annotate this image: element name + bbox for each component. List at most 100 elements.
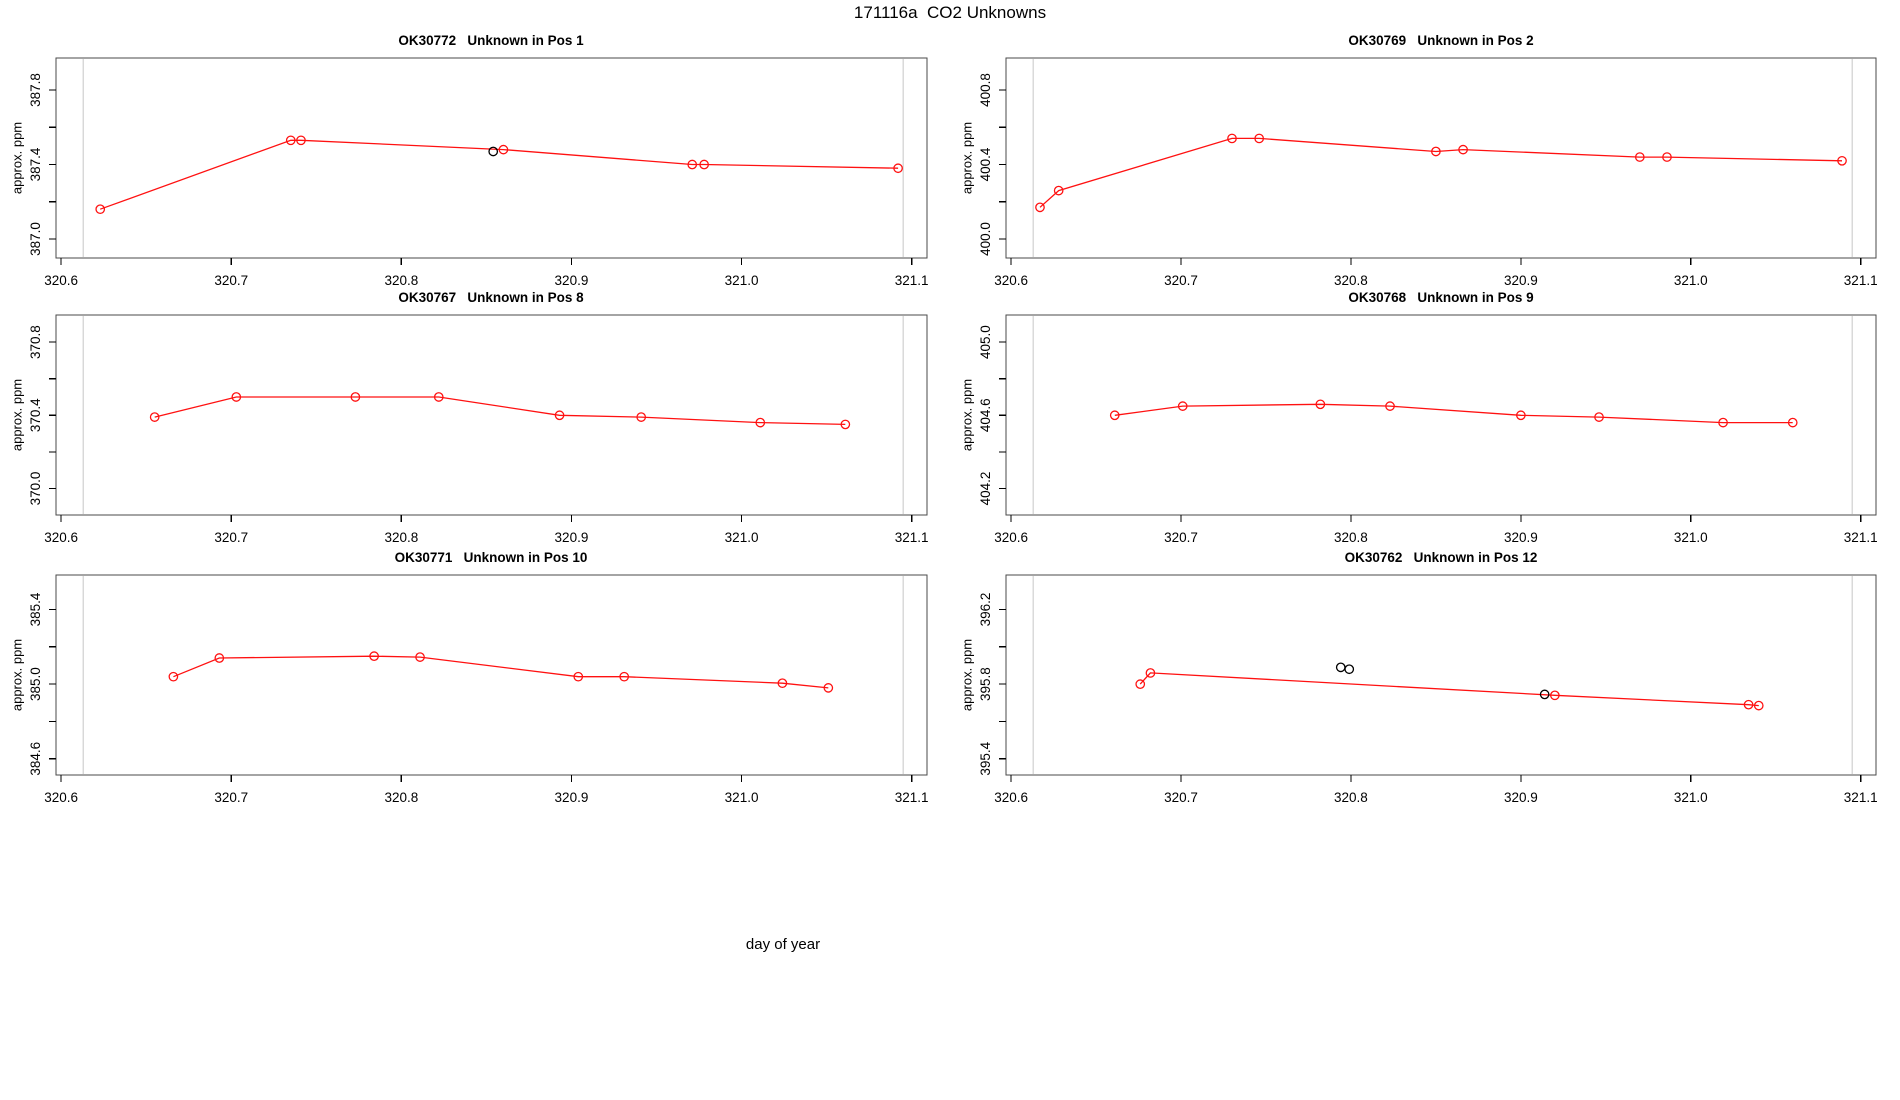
flagged-data-point	[1344, 664, 1355, 675]
data-point	[619, 671, 630, 682]
y-tick-label: 400.4	[978, 147, 993, 181]
data-point	[168, 671, 179, 682]
data-point	[1743, 699, 1754, 710]
series-line	[1139, 672, 1759, 707]
y-tick-label: 405.0	[978, 325, 993, 359]
flagged-data-point	[488, 146, 499, 157]
x-tick-label: 321.0	[1674, 790, 1708, 805]
data-point	[755, 417, 766, 428]
panel-title-pos12: OK30762 Unknown in Pos 12	[1344, 550, 1538, 565]
y-axis-label: approx. ppm	[9, 378, 25, 452]
data-point	[636, 412, 647, 422]
data-point	[1035, 202, 1045, 213]
data-point	[350, 392, 361, 402]
y-tick-label: 400.8	[978, 73, 993, 107]
data-point	[1594, 412, 1604, 422]
data-point	[1385, 401, 1395, 411]
panel-title-pos8: OK30767 Unknown in Pos 8	[398, 290, 584, 305]
x-tick-label: 320.8	[384, 530, 418, 545]
series-line	[99, 139, 899, 210]
y-axis-label: approx. ppm	[959, 638, 975, 712]
data-point	[1053, 185, 1064, 196]
data-point	[1718, 417, 1728, 428]
data-point	[823, 683, 834, 693]
data-point	[285, 135, 296, 146]
data-point	[433, 392, 444, 402]
x-tick-label: 320.7	[214, 530, 248, 545]
x-tick-label: 321.0	[1674, 530, 1708, 545]
x-tick-label: 321.1	[895, 530, 929, 545]
data-point	[1431, 146, 1441, 157]
x-tick-label: 320.6	[994, 273, 1028, 288]
y-tick-label: 385.0	[28, 667, 43, 701]
y-axis-label: approx. ppm	[9, 121, 25, 195]
data-point	[1145, 668, 1156, 678]
x-tick-label: 320.8	[384, 790, 418, 805]
y-tick-label: 385.4	[28, 592, 43, 626]
plot-box	[55, 57, 928, 259]
page-title: 171116a CO2 Unknowns	[853, 3, 1047, 22]
y-tick-label: 370.8	[28, 325, 43, 359]
y-axis-label: approx. ppm	[959, 121, 975, 195]
data-point	[1787, 417, 1798, 428]
y-tick-label: 370.4	[28, 398, 43, 432]
data-point	[1458, 144, 1468, 155]
series-line	[154, 396, 846, 426]
y-tick-label: 395.4	[978, 741, 993, 775]
y-tick-label: 395.8	[978, 667, 993, 701]
data-point	[1227, 133, 1237, 144]
x-tick-label: 320.7	[1164, 790, 1198, 805]
data-point	[149, 412, 160, 422]
data-point	[1662, 152, 1672, 162]
y-tick-label: 396.2	[978, 593, 993, 627]
flagged-data-point	[1539, 689, 1550, 700]
data-point	[214, 653, 225, 663]
x-tick-label: 321.0	[725, 790, 759, 805]
panel-title-pos9: OK30768 Unknown in Pos 9	[1348, 290, 1534, 305]
x-tick-label: 320.7	[214, 273, 248, 288]
x-tick-label: 320.8	[384, 273, 418, 288]
x-tick-label: 320.6	[44, 530, 78, 545]
data-point	[1837, 155, 1847, 166]
data-point	[1135, 679, 1146, 689]
data-point	[231, 392, 242, 402]
x-tick-label: 320.7	[1164, 273, 1198, 288]
y-tick-label: 404.6	[978, 398, 993, 432]
data-point	[699, 159, 709, 170]
data-point	[498, 144, 509, 155]
x-tick-label: 320.9	[555, 530, 589, 545]
y-axis-label: approx. ppm	[9, 638, 25, 712]
x-axis-label: day of year	[745, 936, 821, 953]
data-point	[893, 163, 903, 174]
x-tick-label: 320.7	[214, 790, 248, 805]
plot-box	[1005, 314, 1877, 516]
x-tick-label: 320.9	[1504, 790, 1538, 805]
data-point	[687, 159, 698, 170]
data-point	[554, 410, 565, 421]
data-point	[369, 651, 379, 662]
x-tick-label: 320.9	[1504, 530, 1538, 545]
data-point	[1109, 410, 1120, 421]
x-tick-label: 321.0	[1674, 273, 1708, 288]
x-tick-label: 320.9	[1504, 273, 1538, 288]
data-point	[573, 671, 584, 682]
panel-title-pos2: OK30769 Unknown in Pos 2	[1348, 33, 1534, 48]
flagged-data-point	[1335, 662, 1346, 673]
y-tick-label: 370.0	[28, 472, 43, 506]
y-tick-label: 387.4	[28, 147, 43, 181]
x-tick-label: 321.1	[895, 790, 929, 805]
y-tick-label: 404.2	[978, 472, 993, 506]
x-tick-label: 320.6	[994, 790, 1028, 805]
data-point	[95, 204, 106, 215]
x-tick-label: 320.8	[1334, 790, 1368, 805]
data-point	[1634, 152, 1645, 162]
x-tick-label: 320.8	[1334, 273, 1368, 288]
data-point	[296, 135, 306, 146]
x-tick-label: 321.0	[725, 273, 759, 288]
y-tick-label: 400.0	[978, 222, 993, 256]
plot-box	[55, 314, 928, 516]
x-tick-label: 321.1	[1844, 530, 1878, 545]
x-tick-label: 321.1	[895, 273, 929, 288]
y-tick-label: 384.6	[28, 742, 43, 776]
